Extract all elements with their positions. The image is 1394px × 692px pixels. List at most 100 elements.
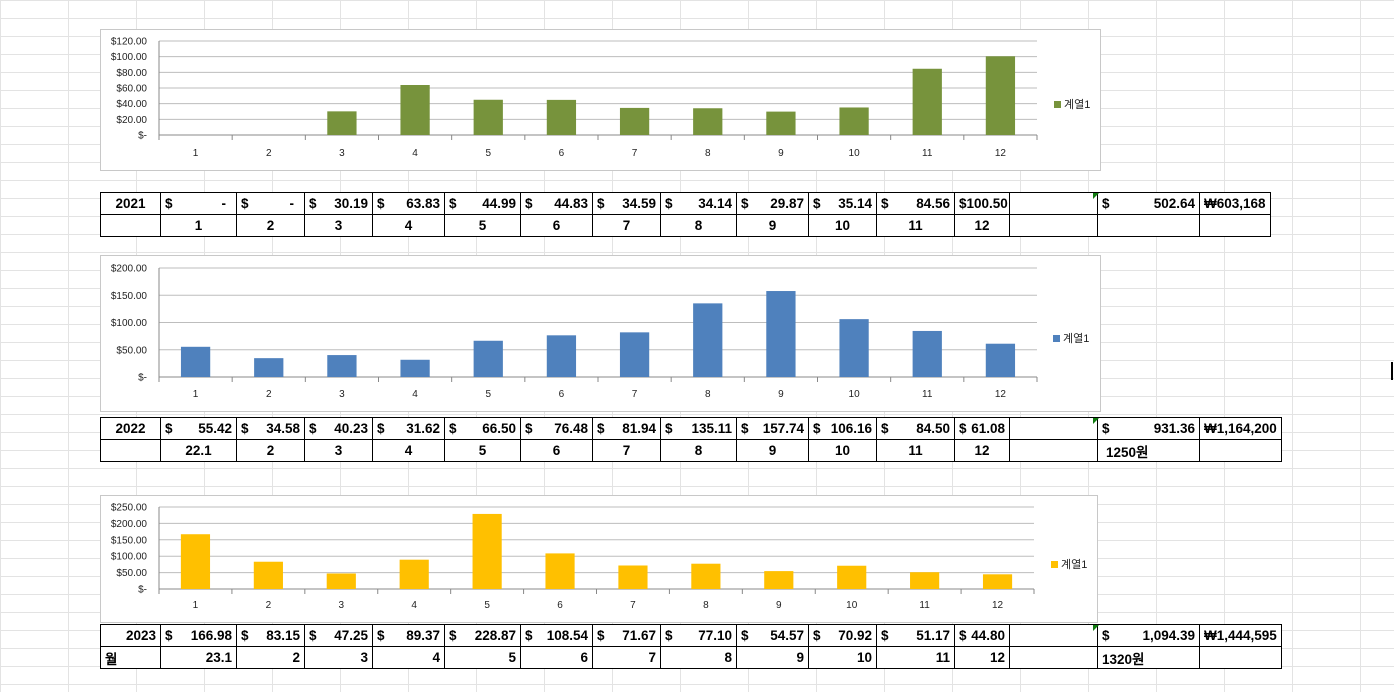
- value-cell[interactable]: $29.87: [736, 192, 809, 215]
- bar[interactable]: [618, 565, 648, 589]
- value-cell[interactable]: $108.54: [520, 624, 593, 647]
- value-cell[interactable]: $77.10: [660, 624, 737, 647]
- month-cell[interactable]: 9: [736, 214, 809, 237]
- bar[interactable]: [326, 573, 356, 589]
- empty-cell[interactable]: [1009, 214, 1098, 237]
- bar[interactable]: [764, 571, 794, 589]
- value-cell[interactable]: $ -: [160, 192, 237, 215]
- value-cell[interactable]: $84.56: [876, 192, 955, 215]
- value-cell[interactable]: $71.67: [592, 624, 661, 647]
- bar[interactable]: [545, 553, 575, 589]
- month-cell[interactable]: 4: [372, 646, 445, 669]
- empty-cell[interactable]: [1009, 417, 1098, 440]
- month-cell[interactable]: 9: [736, 646, 809, 669]
- value-cell[interactable]: $34.58: [236, 417, 305, 440]
- month-cell[interactable]: 4: [372, 214, 445, 237]
- month-cell[interactable]: 8: [660, 646, 737, 669]
- rate-cell[interactable]: 1320원: [1097, 646, 1200, 669]
- bar[interactable]: [985, 343, 1016, 377]
- value-cell[interactable]: $40.23: [304, 417, 373, 440]
- row-label-cell[interactable]: [100, 439, 161, 462]
- month-cell[interactable]: 6: [520, 646, 593, 669]
- bar[interactable]: [693, 303, 723, 377]
- bar[interactable]: [180, 346, 211, 377]
- month-cell[interactable]: 7: [592, 214, 661, 237]
- value-cell[interactable]: $31.62: [372, 417, 445, 440]
- bar[interactable]: [399, 559, 429, 589]
- value-cell[interactable]: $157.74: [736, 417, 809, 440]
- month-cell[interactable]: 9: [736, 439, 809, 462]
- bar[interactable]: [473, 99, 503, 135]
- bar[interactable]: [400, 84, 430, 135]
- bar[interactable]: [691, 563, 721, 589]
- month-cell[interactable]: 2: [236, 214, 305, 237]
- value-cell[interactable]: $135.11: [660, 417, 737, 440]
- bar[interactable]: [837, 565, 867, 589]
- row-label-cell[interactable]: [100, 214, 161, 237]
- total-usd-cell[interactable]: $931.36: [1097, 417, 1200, 440]
- bar[interactable]: [910, 572, 940, 589]
- bar[interactable]: [546, 335, 577, 377]
- value-cell[interactable]: $70.92: [808, 624, 877, 647]
- month-cell[interactable]: 6: [520, 439, 593, 462]
- month-cell[interactable]: 11: [876, 439, 955, 462]
- bar[interactable]: [912, 68, 942, 135]
- bar[interactable]: [766, 111, 796, 135]
- month-cell[interactable]: 7: [592, 439, 661, 462]
- bar[interactable]: [327, 355, 357, 377]
- bar[interactable]: [912, 330, 942, 377]
- chart-2023[interactable]: $250.00 $200.00 $150.00 $100.00 $50.00 $- 1 2 3 4…: [100, 495, 1098, 623]
- value-cell[interactable]: $35.14: [808, 192, 877, 215]
- chart-2021[interactable]: $120.00 $100.00 $80.00 $60.00 $40.00 $20.00 $-…: [100, 29, 1101, 171]
- month-cell[interactable]: 23.1: [160, 646, 237, 669]
- month-cell[interactable]: 1: [160, 214, 237, 237]
- value-cell[interactable]: $66.50: [444, 417, 521, 440]
- month-cell[interactable]: 8: [660, 439, 737, 462]
- rate-cell[interactable]: [1097, 214, 1200, 237]
- month-cell[interactable]: 2: [236, 439, 305, 462]
- bar[interactable]: [253, 561, 283, 589]
- total-usd-cell[interactable]: $502.64: [1097, 192, 1200, 215]
- value-cell[interactable]: $89.37: [372, 624, 445, 647]
- value-cell[interactable]: $106.16: [808, 417, 877, 440]
- value-cell[interactable]: $55.42: [160, 417, 237, 440]
- bar[interactable]: [473, 340, 503, 377]
- bar[interactable]: [693, 108, 723, 135]
- month-cell[interactable]: 12: [954, 646, 1010, 669]
- bar[interactable]: [766, 291, 796, 377]
- month-cell[interactable]: 12: [954, 214, 1010, 237]
- empty-cell[interactable]: [1199, 439, 1282, 462]
- bar[interactable]: [839, 107, 869, 135]
- bar[interactable]: [400, 359, 430, 377]
- bar[interactable]: [619, 332, 650, 377]
- bar[interactable]: [839, 319, 869, 377]
- empty-cell[interactable]: [1009, 192, 1098, 215]
- value-cell[interactable]: $34.59: [592, 192, 661, 215]
- month-cell[interactable]: 10: [808, 439, 877, 462]
- month-cell[interactable]: 3: [304, 214, 373, 237]
- value-cell[interactable]: $54.57: [736, 624, 809, 647]
- value-cell[interactable]: $30.19: [304, 192, 373, 215]
- bar[interactable]: [472, 513, 502, 589]
- chart-2022[interactable]: $200.00 $150.00 $100.00 $50.00 $- 1 2 3 4 5 6 7 8 9 10…: [100, 255, 1101, 412]
- empty-cell[interactable]: [1199, 214, 1271, 237]
- month-cell[interactable]: 6: [520, 214, 593, 237]
- value-cell[interactable]: $44.83: [520, 192, 593, 215]
- month-cell[interactable]: 5: [444, 439, 521, 462]
- bar[interactable]: [254, 358, 284, 377]
- value-cell[interactable]: $76.48: [520, 417, 593, 440]
- month-cell[interactable]: 3: [304, 439, 373, 462]
- month-cell[interactable]: 22.1: [160, 439, 237, 462]
- value-cell[interactable]: $166.98: [160, 624, 237, 647]
- bar[interactable]: [982, 574, 1013, 589]
- month-cell[interactable]: 11: [876, 646, 955, 669]
- empty-cell[interactable]: [1009, 646, 1098, 669]
- empty-cell[interactable]: [1009, 439, 1098, 462]
- bar[interactable]: [619, 107, 650, 135]
- month-cell[interactable]: 10: [808, 214, 877, 237]
- total-usd-cell[interactable]: $1,094.39: [1097, 624, 1200, 647]
- month-cell[interactable]: 12: [954, 439, 1010, 462]
- bar[interactable]: [327, 111, 357, 135]
- value-cell[interactable]: $61.08: [954, 417, 1010, 440]
- value-cell[interactable]: $228.87: [444, 624, 521, 647]
